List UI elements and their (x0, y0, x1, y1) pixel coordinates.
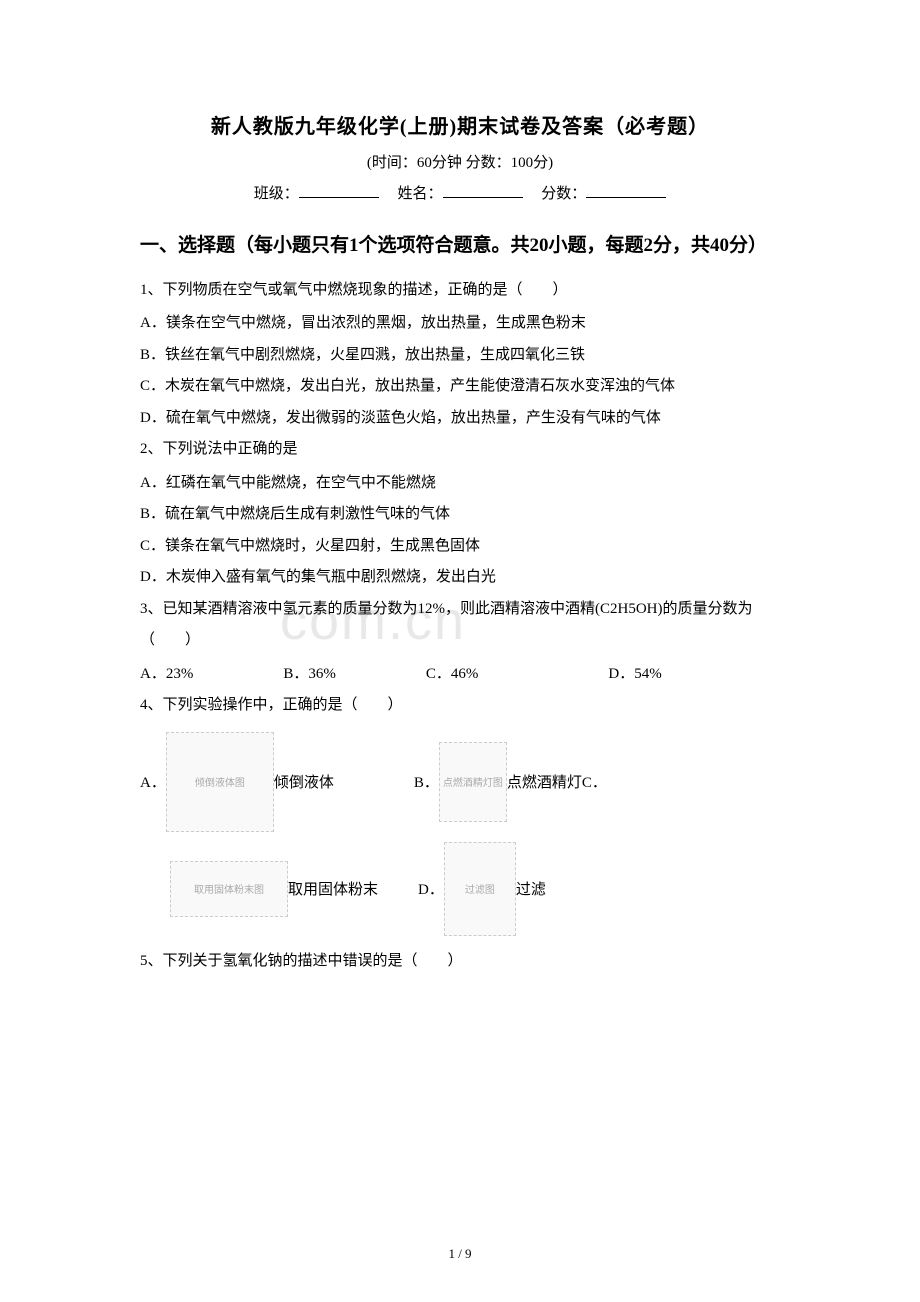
document-content: 新人教版九年级化学(上册)期末试卷及答案（必考题） (时间：60分钟 分数：10… (140, 110, 780, 977)
q4-image-c: 取用固体粉末图 (170, 861, 288, 917)
q1-option-d: D．硫在氧气中燃烧，发出微弱的淡蓝色火焰，放出热量，产生没有气味的气体 (140, 403, 780, 435)
name-label: 姓名： (397, 186, 442, 202)
q4-image-d: 过滤图 (444, 842, 516, 936)
q4-a-label: 倾倒液体 (274, 771, 334, 792)
q2-option-a: A．红磷在氧气中能燃烧，在空气中不能燃烧 (140, 468, 780, 500)
q4-row-1: A． 倾倒液体图 倾倒液体 B． 点燃酒精灯图 点燃酒精灯 C． (140, 732, 780, 832)
q2-stem: 2、下列说法中正确的是 (140, 434, 780, 466)
q3-option-d: D．54% (608, 659, 661, 691)
q4-d-label: 过滤 (516, 878, 546, 899)
q4-b-label: 点燃酒精灯 (507, 771, 582, 792)
q4-c-prefix: C． (582, 771, 607, 792)
q4-image-a: 倾倒液体图 (166, 732, 274, 832)
q1-option-a: A．镁条在空气中燃烧，冒出浓烈的黑烟，放出热量，生成黑色粉末 (140, 308, 780, 340)
q5-stem: 5、下列关于氢氧化钠的描述中错误的是（ ） (140, 946, 780, 978)
page-number: 1 / 9 (0, 1246, 920, 1262)
q4-a-prefix: A． (140, 771, 166, 792)
section-1-header: 一、选择题（每小题只有1个选项符合题意。共20小题，每题2分，共40分） (140, 223, 780, 269)
q2-option-b: B．硫在氧气中燃烧后生成有刺激性气味的气体 (140, 499, 780, 531)
q1-option-b: B．铁丝在氧气中剧烈燃烧，火星四溅，放出热量，生成四氧化三铁 (140, 340, 780, 372)
q4-row-2: 取用固体粉末图 取用固体粉末 D． 过滤图 过滤 (140, 842, 780, 936)
q1-stem: 1、下列物质在空气或氧气中燃烧现象的描述，正确的是（ ） (140, 275, 780, 307)
class-label: 班级： (254, 186, 299, 202)
q3-option-c: C．46% (426, 659, 479, 691)
q4-image-b: 点燃酒精灯图 (439, 742, 507, 822)
q3-stem: 3、已知某酒精溶液中氢元素的质量分数为12%，则此酒精溶液中酒精(C2H5OH)… (140, 594, 780, 657)
q3-options-row: A．23% B．36% C．46% D．54% (140, 659, 780, 691)
student-info-line: 班级： 姓名： 分数： (140, 182, 780, 203)
class-blank (299, 182, 379, 198)
q2-option-d: D．木炭伸入盛有氧气的集气瓶中剧烈燃烧，发出白光 (140, 562, 780, 594)
page-title: 新人教版九年级化学(上册)期末试卷及答案（必考题） (140, 110, 780, 139)
q4-b-prefix: B． (414, 771, 439, 792)
q4-stem: 4、下列实验操作中，正确的是（ ） (140, 690, 780, 722)
q4-c-label: 取用固体粉末 (288, 878, 378, 899)
q2-option-c: C．镁条在氧气中燃烧时，火星四射，生成黑色固体 (140, 531, 780, 563)
q1-option-c: C．木炭在氧气中燃烧，发出白光，放出热量，产生能使澄清石灰水变浑浊的气体 (140, 371, 780, 403)
q4-d-prefix: D． (418, 878, 444, 899)
q3-option-a: A．23% (140, 659, 193, 691)
name-blank (443, 182, 523, 198)
exam-meta: (时间：60分钟 分数：100分) (140, 151, 780, 172)
q3-option-b: B．36% (283, 659, 336, 691)
score-blank (586, 182, 666, 198)
score-label: 分数： (541, 186, 586, 202)
